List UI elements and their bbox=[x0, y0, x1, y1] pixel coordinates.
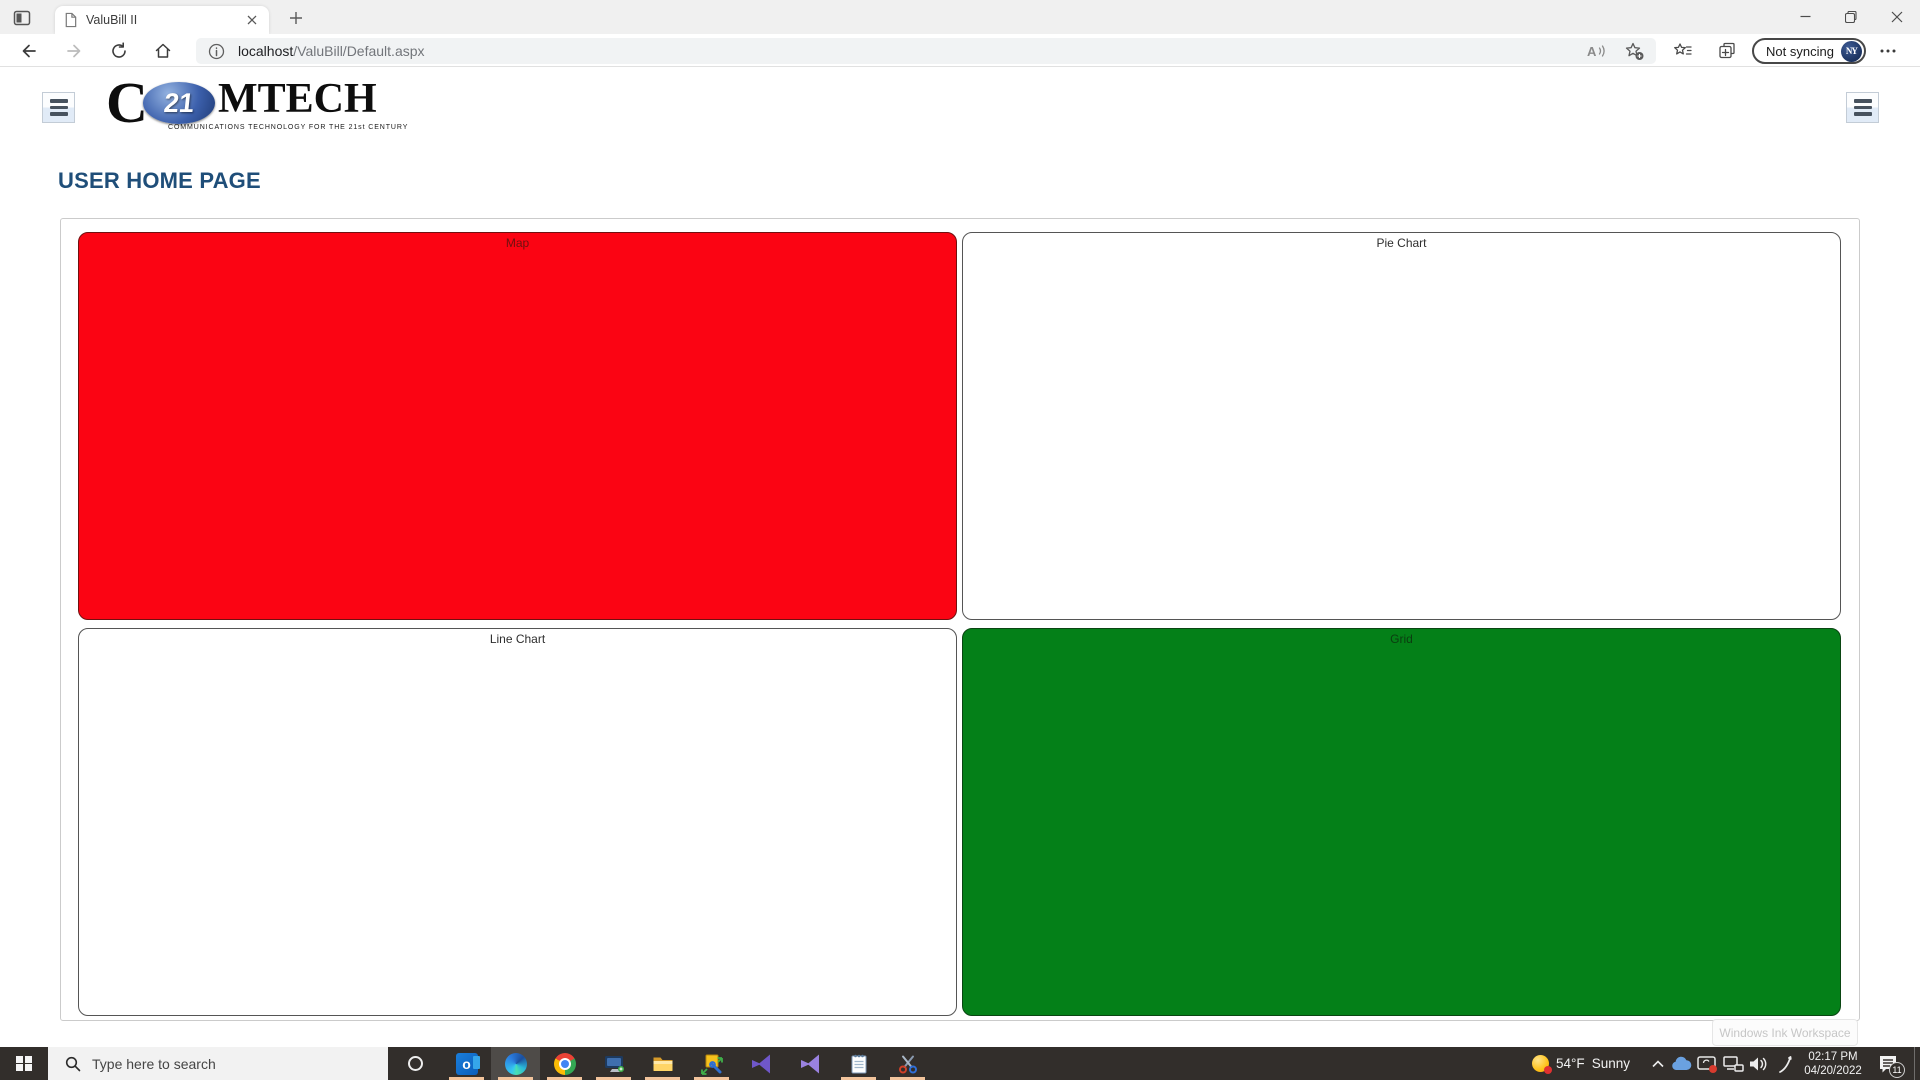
browser-tab[interactable]: ValuBill II bbox=[55, 6, 269, 34]
tab-title: ValuBill II bbox=[86, 13, 138, 27]
cortana-icon[interactable] bbox=[400, 1047, 430, 1080]
read-aloud-icon[interactable]: A bbox=[1586, 39, 1608, 63]
window-close-button[interactable] bbox=[1874, 0, 1920, 33]
notification-count-badge: 11 bbox=[1889, 1062, 1905, 1078]
taskbar-app-snipping-tool[interactable] bbox=[883, 1047, 932, 1080]
forward-icon[interactable] bbox=[63, 39, 87, 63]
taskbar-weather[interactable]: 54°F Sunny bbox=[1518, 1047, 1644, 1080]
back-icon[interactable] bbox=[16, 39, 40, 63]
network-icon[interactable] bbox=[1720, 1047, 1746, 1080]
url-path: /ValuBill/Default.aspx bbox=[293, 43, 425, 59]
profile-avatar: NY bbox=[1840, 40, 1862, 62]
add-favorite-icon[interactable] bbox=[1624, 39, 1644, 63]
action-center-button[interactable]: 11 bbox=[1870, 1047, 1906, 1080]
start-button[interactable] bbox=[0, 1047, 48, 1080]
line-chart-panel[interactable]: Line Chart bbox=[78, 628, 957, 1016]
show-desktop-button[interactable] bbox=[1914, 1047, 1920, 1080]
windows-taskbar: o 54°F Sunny bbox=[0, 1047, 1920, 1080]
url-text[interactable]: localhost/ValuBill/Default.aspx bbox=[238, 43, 425, 59]
hamburger-icon bbox=[49, 99, 68, 103]
url-host: localhost bbox=[238, 43, 294, 59]
page-content: C 21 MTECH COMMUNICATIONS TECHNOLOGY FOR… bbox=[0, 68, 1920, 1047]
chrome-icon bbox=[553, 1052, 576, 1075]
weather-alert-dot bbox=[1544, 1066, 1553, 1074]
onedrive-icon[interactable] bbox=[1668, 1047, 1694, 1080]
grid-panel-label: Grid bbox=[1390, 632, 1413, 646]
browser-toolbar: localhost/ValuBill/Default.aspx A Not sy… bbox=[0, 34, 1920, 67]
window-minimize-button[interactable] bbox=[1782, 0, 1828, 33]
remote-desktop-icon bbox=[604, 1055, 624, 1072]
new-tab-button[interactable] bbox=[286, 8, 306, 28]
svg-text:A: A bbox=[1587, 44, 1597, 59]
tab-overview-icon[interactable] bbox=[10, 6, 34, 30]
window-restore-button[interactable] bbox=[1828, 0, 1874, 33]
taskbar-app-notepad[interactable] bbox=[834, 1047, 883, 1080]
browser-tab-strip: ValuBill II bbox=[0, 0, 1920, 34]
home-icon[interactable] bbox=[151, 39, 175, 63]
weather-temp: 54°F bbox=[1556, 1056, 1585, 1071]
taskbar-app-edge[interactable] bbox=[491, 1047, 540, 1080]
taskbar-app-file-explorer[interactable] bbox=[638, 1047, 687, 1080]
taskbar-app-remote-desktop[interactable] bbox=[589, 1047, 638, 1080]
grid-panel[interactable]: Grid bbox=[962, 628, 1841, 1016]
search-input[interactable] bbox=[92, 1055, 352, 1072]
map-panel-label: Map bbox=[505, 236, 530, 250]
windows-ink-tooltip: Windows Ink Workspace bbox=[1712, 1019, 1858, 1046]
search-icon bbox=[65, 1056, 81, 1071]
right-menu-button[interactable] bbox=[1846, 92, 1879, 123]
taskbar-app-visual-studio-2022[interactable] bbox=[785, 1047, 834, 1080]
logo-oval: 21 bbox=[143, 82, 215, 124]
weather-condition: Sunny bbox=[1591, 1056, 1630, 1071]
logo-tagline: COMMUNICATIONS TECHNOLOGY FOR THE 21st C… bbox=[168, 124, 409, 131]
visual-studio-2019-icon bbox=[751, 1054, 770, 1073]
taskbar-search[interactable] bbox=[48, 1047, 388, 1080]
windows-ink-pen-icon[interactable] bbox=[1772, 1047, 1798, 1080]
sunny-weather-icon bbox=[1532, 1055, 1553, 1074]
collections-icon[interactable] bbox=[1715, 39, 1739, 63]
taskbar-app-outlook[interactable]: o bbox=[442, 1047, 491, 1080]
notepad-icon bbox=[851, 1054, 866, 1073]
screen-share-icon[interactable] bbox=[1694, 1047, 1720, 1080]
line-chart-panel-label: Line Chart bbox=[489, 632, 546, 646]
clock-date: 04/20/2022 bbox=[1804, 1064, 1862, 1077]
favorites-icon[interactable] bbox=[1671, 39, 1695, 63]
pie-chart-panel[interactable]: Pie Chart bbox=[962, 232, 1841, 620]
hamburger-icon bbox=[1853, 99, 1872, 103]
edge-icon bbox=[504, 1052, 527, 1075]
taskbar-app-visual-studio-2019[interactable] bbox=[736, 1047, 785, 1080]
tab-close-icon[interactable] bbox=[243, 11, 261, 29]
page-file-icon bbox=[65, 12, 77, 28]
taskbar-clock[interactable]: 02:17 PM 04/20/2022 bbox=[1798, 1047, 1868, 1080]
refresh-icon[interactable] bbox=[107, 39, 131, 63]
logo-text: MTECH bbox=[218, 76, 377, 122]
site-info-icon[interactable] bbox=[208, 43, 225, 60]
visual-studio-2022-icon bbox=[800, 1054, 819, 1073]
page-title: USER HOME PAGE bbox=[58, 168, 261, 193]
map-panel[interactable]: Map bbox=[78, 232, 957, 620]
comtech21-logo: C 21 MTECH COMMUNICATIONS TECHNOLOGY FOR… bbox=[106, 70, 407, 135]
taskbar-app-chrome[interactable] bbox=[540, 1047, 589, 1080]
dashboard-container: Map Pie Chart Line Chart Grid bbox=[60, 218, 1860, 1021]
logo-letter-c: C bbox=[106, 70, 148, 135]
sync-profile-button[interactable]: Not syncing NY bbox=[1752, 38, 1866, 64]
volume-icon[interactable] bbox=[1745, 1047, 1771, 1080]
outlook-icon: o bbox=[455, 1052, 480, 1075]
snipping-tool-icon bbox=[898, 1055, 917, 1073]
left-menu-button[interactable] bbox=[42, 92, 75, 123]
windows-logo-icon bbox=[16, 1055, 32, 1072]
tray-overflow-chevron-icon[interactable] bbox=[1646, 1047, 1670, 1080]
pie-chart-panel-label: Pie Chart bbox=[1376, 236, 1427, 250]
clock-time: 02:17 PM bbox=[1808, 1050, 1858, 1063]
taskbar-app-dev-config-tool[interactable] bbox=[687, 1047, 736, 1080]
dev-config-tool-icon bbox=[700, 1054, 723, 1075]
file-explorer-icon bbox=[653, 1057, 672, 1071]
settings-more-icon[interactable] bbox=[1876, 39, 1900, 63]
address-bar[interactable]: localhost/ValuBill/Default.aspx A bbox=[196, 38, 1656, 64]
sync-status-label: Not syncing bbox=[1766, 43, 1834, 59]
